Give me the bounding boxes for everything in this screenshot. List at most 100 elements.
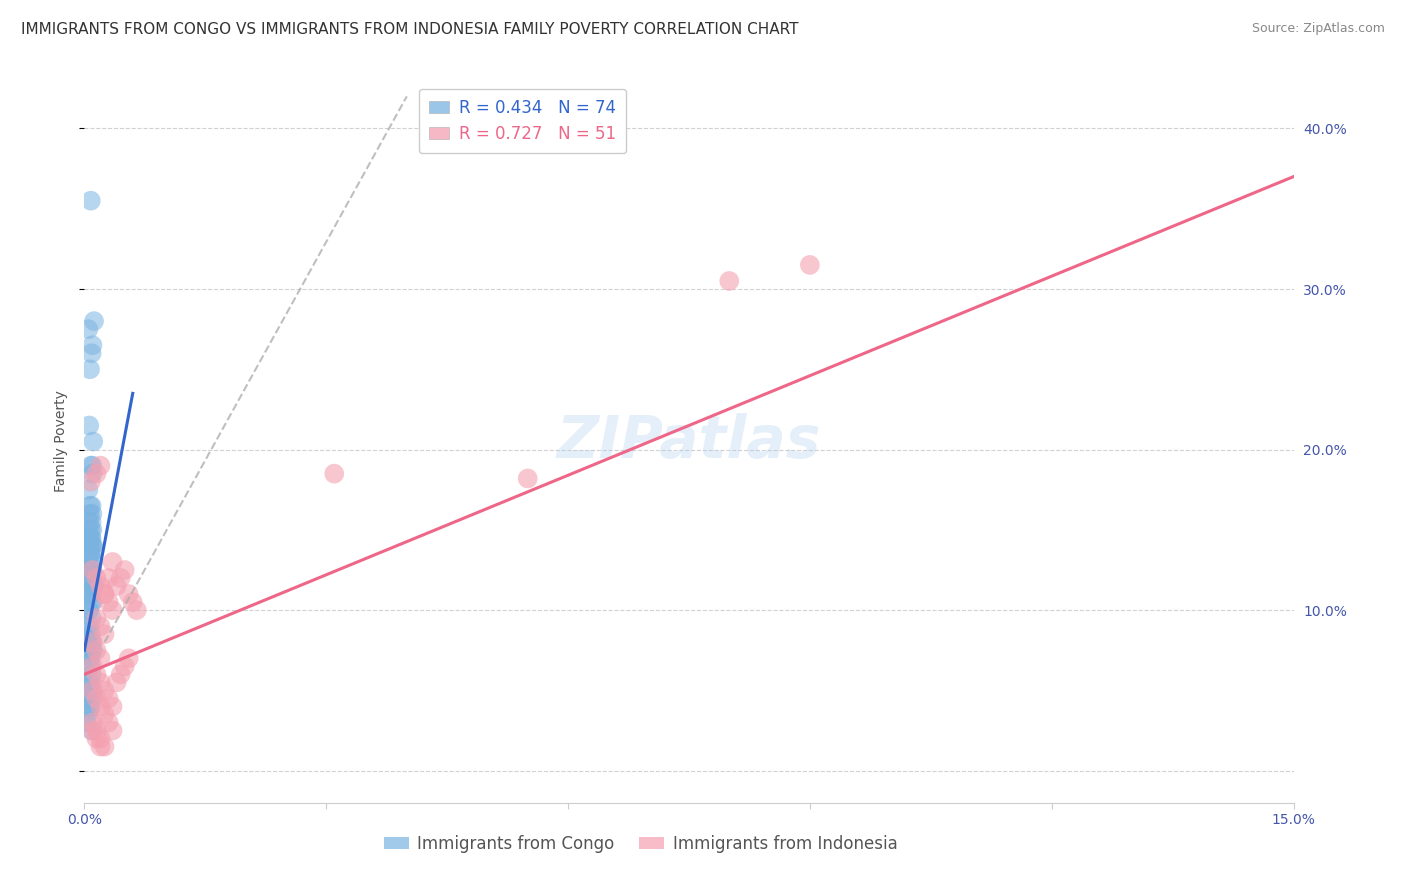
Point [718,274,741,288]
Point [77,632,100,646]
Point [77,680,100,694]
Point [89,458,111,473]
Point [80,499,103,513]
Point [80,651,103,665]
Point [125,603,148,617]
Point [80,539,103,553]
Text: ZIPatlas: ZIPatlas [557,413,821,470]
Point [80,691,103,706]
Point [82,434,104,449]
Point [77,531,100,545]
Point [114,563,136,577]
Point [80,595,103,609]
Point [79,687,101,701]
Point [118,651,141,665]
Text: Source: ZipAtlas.com: Source: ZipAtlas.com [1251,22,1385,36]
Point [82,723,104,738]
Point [82,338,104,352]
Point [97,595,120,609]
Point [77,603,100,617]
Point [118,587,141,601]
Point [80,587,103,601]
Point [80,475,103,489]
Point [79,507,101,521]
Point [77,418,100,433]
Point [86,643,108,657]
Point [82,555,104,569]
Point [82,635,104,649]
Point [89,579,111,593]
Point [83,579,105,593]
Point [105,675,128,690]
Point [110,667,132,681]
Point [79,639,101,653]
Point [77,515,100,529]
Point [82,579,104,593]
Point [79,362,101,376]
Point [79,619,101,633]
Point [86,467,108,481]
Point [77,655,100,669]
Point [77,563,100,577]
Point [105,579,128,593]
Point [80,531,103,545]
Point [82,659,104,673]
Point [82,683,104,698]
Point [89,699,111,714]
Point [516,471,538,485]
Text: IMMIGRANTS FROM CONGO VS IMMIGRANTS FROM INDONESIA FAMILY POVERTY CORRELATION CH: IMMIGRANTS FROM CONGO VS IMMIGRANTS FROM… [21,22,799,37]
Point [80,515,103,529]
Point [80,611,103,625]
Point [79,579,101,593]
Point [80,667,103,681]
Point [121,595,143,609]
Point [80,643,103,657]
Point [82,683,104,698]
Point [86,611,108,625]
Point [80,571,103,585]
Point [80,547,103,561]
Point [101,555,124,569]
Point [77,587,100,601]
Point [89,675,111,690]
Point [82,458,104,473]
Point [82,507,104,521]
Point [77,483,100,497]
Point [77,603,100,617]
Point [86,667,108,681]
Point [77,703,100,717]
Point [82,643,104,657]
Point [82,595,104,609]
Point [77,696,100,710]
Point [77,322,100,336]
Point [82,523,104,537]
Point [82,563,104,577]
Point [93,739,115,754]
Y-axis label: Family Poverty: Family Poverty [53,391,67,492]
Point [77,523,100,537]
Point [82,635,104,649]
Point [101,723,124,738]
Point [82,539,104,553]
Point [80,627,103,641]
Point [110,571,132,585]
Point [82,467,104,481]
Point [101,699,124,714]
Point [80,458,103,473]
Point [86,571,108,585]
Point [82,563,104,577]
Point [79,499,101,513]
Point [86,723,108,738]
Point [77,671,100,685]
Point [80,523,103,537]
Point [89,651,111,665]
Point [101,603,124,617]
Point [97,715,120,730]
Point [79,587,101,601]
Point [86,691,108,706]
Point [89,619,111,633]
Point [93,683,115,698]
Point [77,563,100,577]
Point [82,539,104,553]
Point [97,571,120,585]
